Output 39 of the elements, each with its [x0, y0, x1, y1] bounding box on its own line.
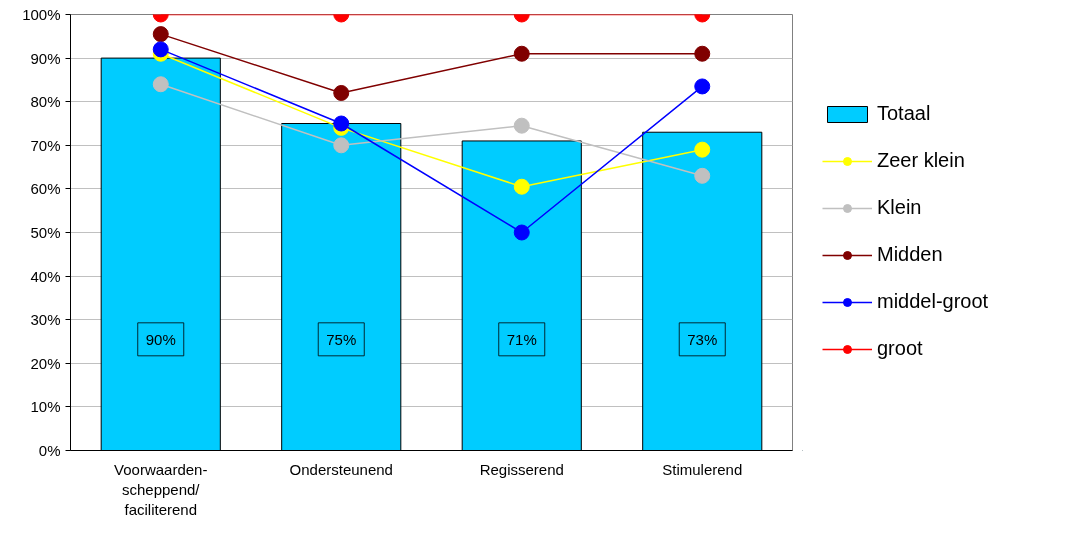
legend-label: Midden: [877, 243, 943, 266]
x-tick-label: Ondersteunend: [289, 460, 393, 478]
y-tick-label: 90%: [30, 49, 61, 67]
point: [694, 167, 711, 184]
x-tick-label: Stimulerend: [662, 460, 743, 478]
y-tick-label: 0%: [38, 442, 61, 459]
y-tick-label: 30%: [30, 311, 61, 329]
point: [694, 45, 711, 62]
point: [333, 84, 350, 101]
point: [333, 137, 350, 154]
y-tick-label: 60%: [30, 180, 61, 198]
legend-label: middel-groot: [877, 290, 989, 313]
legend-label: Klein: [877, 196, 922, 219]
legend-label: groot: [877, 337, 923, 360]
point: [152, 26, 169, 43]
data-label: 75%: [326, 330, 357, 348]
data-label: 73%: [687, 330, 718, 348]
y-tick-label: 10%: [30, 398, 61, 416]
y-tick-label: 80%: [30, 93, 61, 111]
y-tick-label: 40%: [30, 267, 61, 285]
point: [694, 78, 711, 95]
y-tick-label: 20%: [30, 354, 61, 372]
legend-label: Zeer klein: [877, 149, 965, 172]
point: [513, 45, 530, 62]
data-label: 90%: [145, 330, 176, 348]
point: [152, 76, 169, 93]
point: [333, 115, 350, 132]
y-tick-label: 50%: [30, 224, 61, 241]
point: [513, 178, 530, 195]
point: [694, 141, 711, 158]
point: [513, 117, 530, 134]
point: [513, 224, 530, 241]
x-tick-label: Regisserend: [479, 460, 564, 478]
y-tick-label: 100%: [22, 6, 61, 23]
legend-label: Totaal: [877, 102, 931, 125]
point: [152, 41, 169, 58]
x-tick-label: Voorwaarden- scheppend/ faciliterend: [114, 460, 208, 519]
y-tick-label: 70%: [30, 136, 61, 154]
data-label: 71%: [506, 330, 537, 348]
